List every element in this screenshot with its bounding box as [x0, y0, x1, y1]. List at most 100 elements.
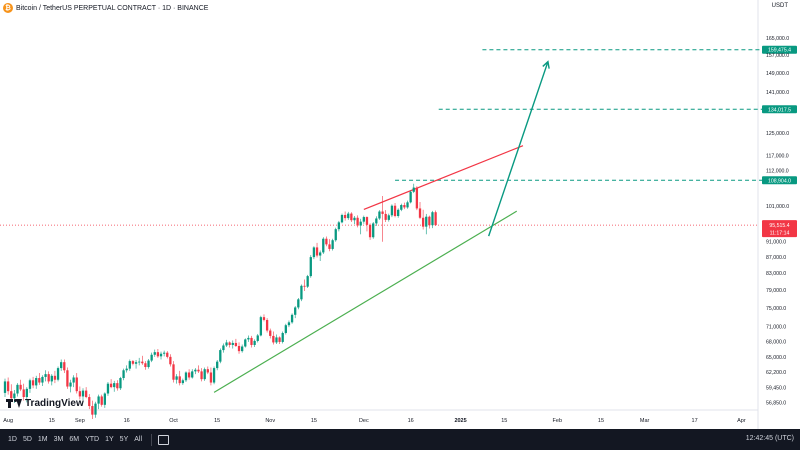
candle-body	[113, 383, 116, 388]
chart-header: ₿ Bitcoin / TetherUS PERPETUAL CONTRACT …	[0, 0, 760, 16]
candle-body	[41, 376, 44, 383]
target-levels: 159,475.4 134,017.5 108,904.0 95,515.4 11:17…	[395, 45, 797, 238]
calendar-icon[interactable]	[158, 434, 170, 445]
candle-body	[328, 244, 331, 249]
projection-arrow-head	[542, 60, 550, 69]
timeframe-1y[interactable]: 1Y	[105, 436, 114, 443]
utc-clock[interactable]: 12:42:45 (UTC)	[745, 435, 794, 442]
x-tick-label: Apr	[737, 418, 746, 424]
y-tick-label: 59,450.0	[766, 385, 786, 391]
price-chart[interactable]: 159,475.4 134,017.5 108,904.0 95,515.4 11:17…	[0, 0, 800, 429]
timeframe-6m[interactable]: 6M	[69, 436, 80, 443]
candle-body	[272, 335, 275, 343]
target-level-badge	[762, 176, 797, 185]
candle-body	[175, 376, 178, 380]
candle-body	[262, 317, 266, 320]
candle-body	[337, 222, 341, 230]
timeframe-1d[interactable]: 1D	[8, 436, 17, 443]
candle-body	[278, 337, 281, 342]
candle-body	[431, 212, 434, 226]
bottom-toolbar: 1D 5D 1M 3M 6M YTD 1Y 5Y All 12:42:45 (U…	[0, 429, 800, 450]
x-tick-label: 15	[501, 418, 507, 424]
timeframe-all[interactable]: All	[134, 436, 143, 443]
candle-body	[287, 322, 291, 326]
candle-body	[334, 229, 337, 241]
candle-body	[219, 350, 222, 362]
candle-body	[206, 369, 209, 373]
candle-body	[237, 345, 241, 352]
target-level-label: 134,017.5	[768, 107, 791, 113]
candle-body	[387, 215, 390, 220]
target-level-label: 108,904.0	[768, 178, 791, 184]
candle-body	[372, 223, 375, 238]
candle-body	[403, 205, 406, 208]
x-tick-label: Dec	[359, 418, 369, 424]
candle-body	[309, 257, 312, 277]
candle-body	[203, 369, 206, 380]
timeframe-ytd[interactable]: YTD	[85, 436, 100, 443]
candle-body	[306, 276, 309, 287]
y-tick-label: 125,000.0	[766, 131, 789, 137]
candle-body	[119, 378, 122, 389]
candle-body	[166, 352, 169, 357]
candle-body	[44, 374, 47, 377]
candle-body	[362, 217, 365, 222]
candle-body	[56, 368, 60, 380]
candle-body	[418, 208, 422, 218]
candle-body	[69, 382, 72, 387]
candle-body	[60, 362, 63, 369]
y-tick-label: 79,000.0	[766, 288, 786, 294]
candle-body	[6, 381, 10, 392]
candle-body	[106, 383, 110, 394]
candle-body	[412, 187, 415, 192]
candle-body	[116, 383, 119, 389]
candle-body	[184, 372, 188, 381]
x-tick-label: 17	[692, 418, 698, 424]
candle-body	[31, 380, 35, 386]
candle-body	[365, 217, 369, 225]
projection-arrow-line	[487, 61, 549, 237]
timeframe-3m[interactable]: 3M	[53, 436, 64, 443]
candle-body	[209, 372, 213, 383]
candle-body	[38, 378, 41, 383]
candle-body	[178, 376, 181, 384]
candle-body	[169, 356, 172, 365]
candle-body	[72, 377, 75, 383]
candle-body	[315, 247, 319, 256]
symbol-title[interactable]: Bitcoin / TetherUS PERPETUAL CONTRACT · …	[16, 4, 209, 12]
candle-body	[259, 317, 263, 336]
y-tick-label: 62,200.0	[766, 370, 786, 376]
candle-body	[16, 384, 19, 394]
candle-body	[244, 339, 247, 347]
candle-body	[47, 374, 50, 382]
candle-body	[428, 216, 431, 226]
timeframe-1m[interactable]: 1M	[37, 436, 48, 443]
y-tick-label: 71,000.0	[766, 325, 786, 331]
x-tick-label: 15	[598, 418, 604, 424]
candle-body	[131, 361, 135, 364]
target-level-badge	[762, 45, 797, 54]
candle-body	[368, 224, 372, 238]
candle-body	[297, 299, 300, 308]
currency-label[interactable]: USDT	[771, 3, 788, 9]
candle-body	[128, 361, 131, 369]
candle-body	[147, 360, 150, 368]
candle-body	[347, 213, 350, 219]
x-tick-label: Nov	[265, 418, 275, 424]
candle-body	[281, 332, 284, 342]
candle-body	[194, 369, 197, 372]
candle-body	[122, 370, 125, 379]
candle-body	[225, 342, 228, 346]
candle-body	[94, 403, 97, 415]
candle-body	[141, 361, 144, 364]
candle-body	[172, 364, 175, 380]
candle-body	[35, 378, 38, 386]
candle-body	[269, 330, 272, 336]
support-trendline	[213, 210, 518, 393]
candle-body	[378, 211, 381, 219]
timeframe-5d[interactable]: 5D	[22, 436, 32, 443]
timeframe-5y[interactable]: 5Y	[119, 436, 129, 443]
candle-body	[181, 380, 185, 384]
axes: 165,000.0 157,000.0 149,000.0 141,000.0 125,…	[3, 36, 789, 424]
candle-body	[384, 213, 387, 220]
